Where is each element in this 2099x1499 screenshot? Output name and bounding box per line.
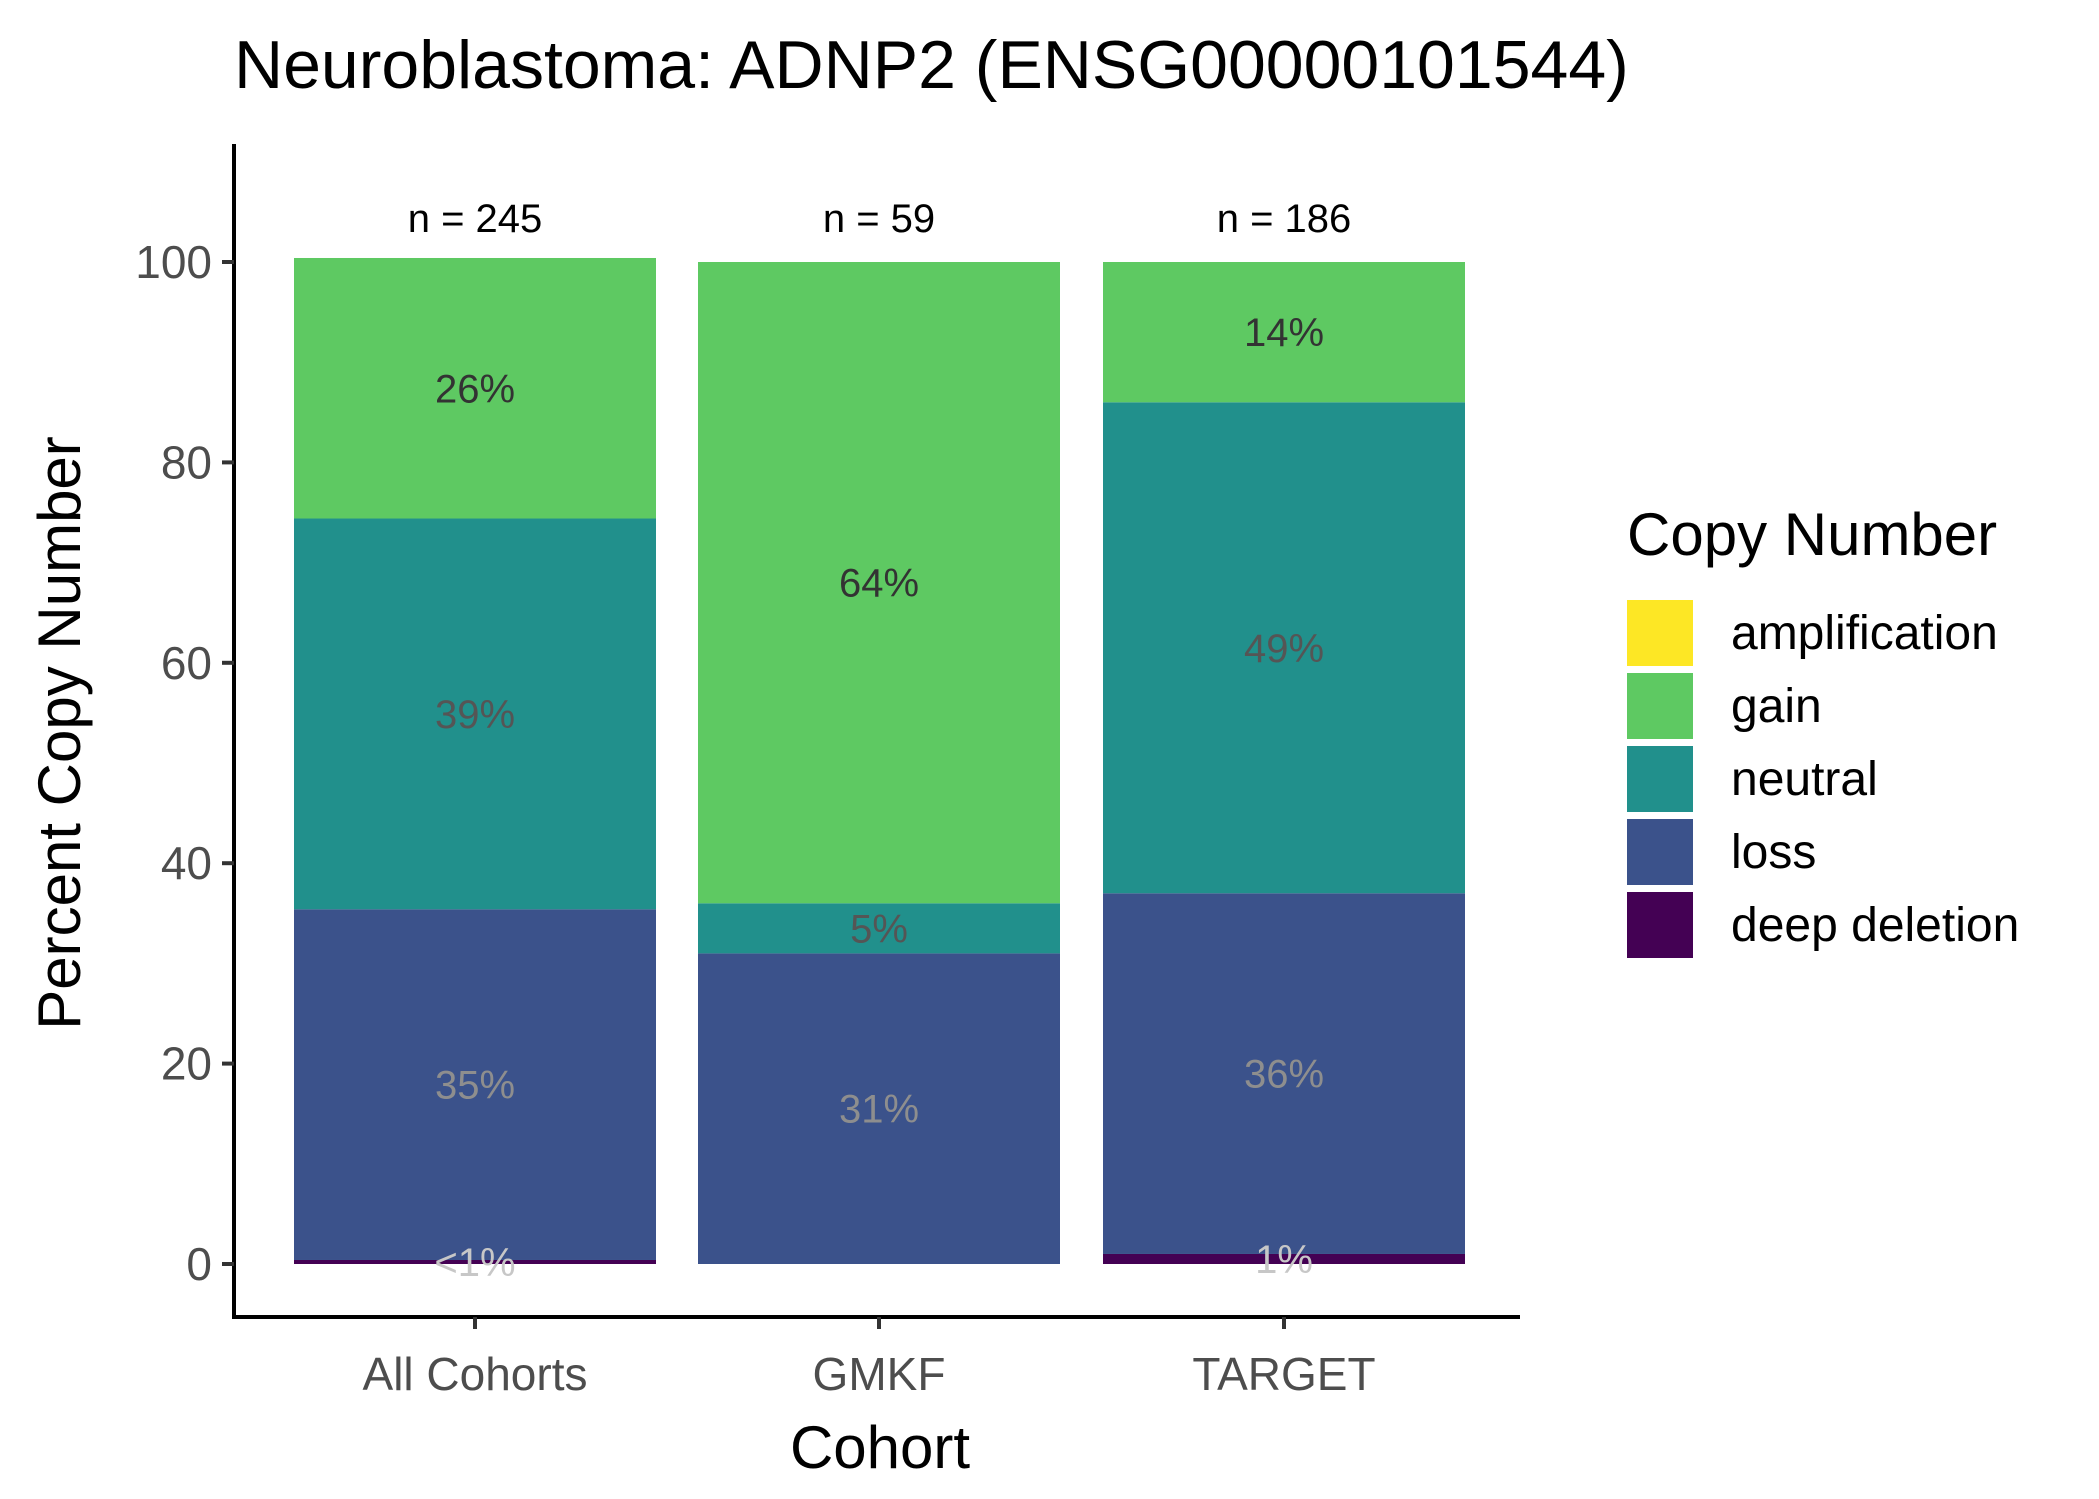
bar-target-loss: [1103, 893, 1465, 1254]
y-tick-label-0: 0: [186, 1238, 212, 1290]
count-label-gmkf: n = 59: [823, 197, 935, 241]
bar-gmkf-loss: [698, 953, 1060, 1264]
plot-area: 0 20 40 60 80 100 <1% 35% 39% 26% n = 245 All Cohor…: [135, 144, 1520, 1400]
bar-target-neutral: [1103, 402, 1465, 894]
bar-label-all-cohorts-gain: 26%: [435, 367, 515, 411]
legend-key-amplification: [1627, 600, 1693, 666]
y-tick-label-80: 80: [161, 436, 212, 488]
bar-label-gmkf-gain: 64%: [839, 562, 919, 606]
legend: amplification gain neutral loss deep deletio…: [1627, 600, 2019, 958]
count-label-target: n = 186: [1217, 197, 1352, 241]
bar-all-cohorts-deep-deletion: [294, 1259, 656, 1264]
bar-label-target-gain: 14%: [1244, 311, 1324, 355]
bar-label-target-loss: 36%: [1244, 1053, 1324, 1097]
bar-label-all-cohorts-deep-deletion: <1%: [434, 1241, 515, 1285]
bar-all-cohorts-neutral: [294, 518, 656, 910]
x-tick-label-all-cohorts: All Cohorts: [363, 1348, 588, 1400]
bar-gmkf-gain: [698, 262, 1060, 904]
x-tick-label-target: TARGET: [1192, 1348, 1375, 1400]
bar-target-deep-deletion: [1103, 1253, 1465, 1264]
x-tick-label-gmkf: GMKF: [813, 1348, 946, 1400]
legend-label-gain: gain: [1731, 680, 1822, 733]
y-tick-label-20: 20: [161, 1038, 212, 1090]
bar-label-gmkf-neutral: 5%: [850, 907, 908, 951]
y-axis-title: Percent Copy Number: [26, 436, 93, 1030]
chart-title: Neuroblastoma: ADNP2 (ENSG00000101544): [234, 27, 1629, 103]
count-label-all-cohorts: n = 245: [408, 197, 543, 241]
legend-title: Copy Number: [1627, 501, 1997, 568]
y-tick-label-60: 60: [161, 637, 212, 689]
legend-label-amplification: amplification: [1731, 607, 1998, 660]
legend-key-neutral: [1627, 746, 1693, 812]
legend-label-neutral: neutral: [1731, 753, 1878, 806]
legend-key-gain: [1627, 673, 1693, 739]
bar-label-all-cohorts-neutral: 39%: [435, 693, 515, 737]
bar-label-target-neutral: 49%: [1244, 627, 1324, 671]
y-tick-label-100: 100: [135, 236, 212, 288]
bar-gmkf-neutral: [698, 903, 1060, 954]
legend-label-loss: loss: [1731, 826, 1816, 879]
bar-all-cohorts-gain: [294, 257, 656, 519]
legend-label-deep-deletion: deep deletion: [1731, 899, 2019, 952]
y-tick-label-40: 40: [161, 837, 212, 889]
x-axis-title: Cohort: [790, 1414, 970, 1481]
bar-label-all-cohorts-loss: 35%: [435, 1064, 515, 1108]
bar-target-gain: [1103, 262, 1465, 403]
bar-label-target-deep-deletion: 1%: [1255, 1238, 1313, 1282]
legend-key-deep-deletion: [1627, 892, 1693, 958]
legend-key-loss: [1627, 819, 1693, 885]
bar-all-cohorts-loss: [294, 909, 656, 1260]
bar-label-gmkf-loss: 31%: [839, 1088, 919, 1132]
